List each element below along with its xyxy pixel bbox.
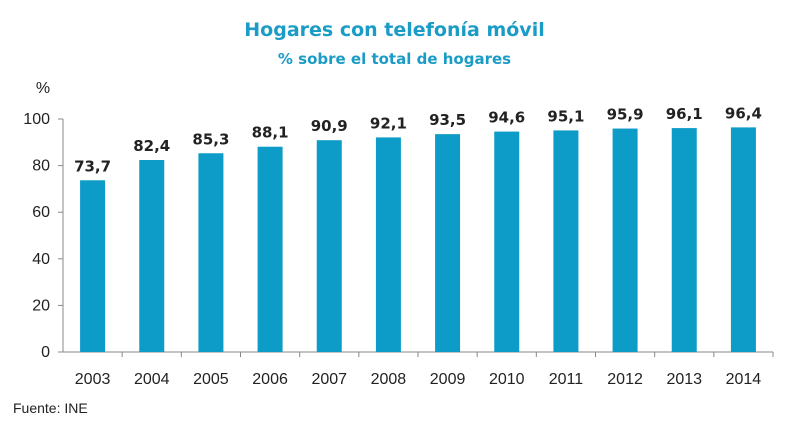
bar-2010 bbox=[494, 131, 520, 352]
bar-2012 bbox=[612, 128, 638, 352]
data-label: 73,7 bbox=[74, 157, 111, 175]
bar-2006 bbox=[257, 146, 283, 352]
data-label: 93,5 bbox=[429, 111, 466, 129]
y-tick-label: 0 bbox=[41, 344, 50, 361]
bar-2014 bbox=[730, 127, 756, 352]
bar-2013 bbox=[671, 128, 697, 352]
bar-2008 bbox=[375, 137, 401, 352]
x-tick-label: 2010 bbox=[489, 371, 525, 388]
x-tick-label: 2003 bbox=[75, 371, 111, 388]
x-tick-label: 2004 bbox=[134, 371, 170, 388]
y-tick-label: 40 bbox=[32, 251, 50, 268]
data-label: 92,1 bbox=[370, 114, 407, 132]
x-tick-label: 2011 bbox=[549, 371, 584, 388]
data-label: 90,9 bbox=[311, 117, 348, 135]
bar-2011 bbox=[553, 130, 579, 352]
chart-subtitle: % sobre el total de hogares bbox=[277, 50, 512, 68]
data-label: 94,6 bbox=[488, 109, 525, 127]
data-label: 85,3 bbox=[192, 130, 229, 148]
x-tick-label: 2007 bbox=[311, 371, 347, 388]
x-tick-label: 2008 bbox=[371, 371, 407, 388]
data-label: 82,4 bbox=[133, 137, 170, 155]
chart-title: Hogares con telefonía móvil bbox=[244, 19, 545, 41]
bar-2007 bbox=[316, 140, 342, 352]
x-tick-label: 2009 bbox=[430, 371, 466, 388]
data-label: 96,4 bbox=[725, 104, 762, 122]
x-tick-label: 2014 bbox=[726, 371, 762, 388]
x-tick-label: 2006 bbox=[252, 371, 288, 388]
bar-2005 bbox=[198, 153, 224, 352]
y-axis-unit-label: % bbox=[36, 80, 50, 97]
y-tick-label: 20 bbox=[32, 297, 50, 314]
bar-2004 bbox=[139, 160, 165, 352]
x-tick-label: 2013 bbox=[666, 371, 702, 388]
y-tick-label: 80 bbox=[32, 158, 50, 175]
x-tick-label: 2012 bbox=[607, 371, 643, 388]
bar-2003 bbox=[80, 180, 106, 352]
data-label: 96,1 bbox=[666, 105, 703, 123]
y-tick-label: 60 bbox=[32, 204, 50, 221]
bar-chart: 0 20 40 60 80 100% 73,7 2003 82,4 2004 85,3 2005 88,… bbox=[23, 80, 774, 388]
source-note: Fuente: INE bbox=[13, 400, 88, 416]
data-label: 95,9 bbox=[607, 106, 644, 124]
y-tick-label: 100 bbox=[23, 111, 50, 128]
bar-2009 bbox=[435, 134, 461, 352]
data-label: 88,1 bbox=[252, 124, 289, 142]
x-tick-label: 2005 bbox=[193, 371, 229, 388]
data-label: 95,1 bbox=[547, 107, 584, 125]
